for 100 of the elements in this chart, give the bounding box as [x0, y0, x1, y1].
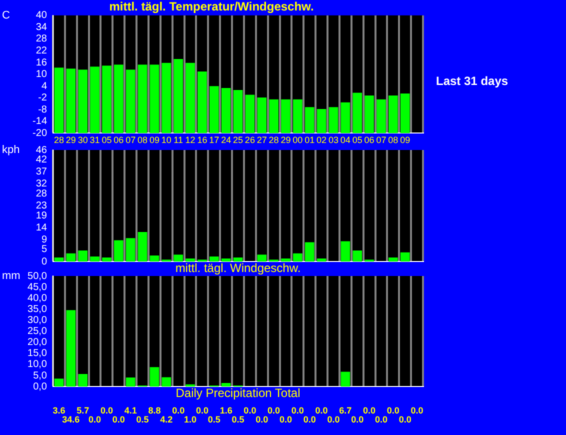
- x-tick-label: 25: [232, 135, 244, 146]
- y-tick-label: 28: [36, 34, 48, 45]
- data-label: 0.0: [351, 414, 364, 425]
- y-tick-label: 45,0: [28, 282, 48, 293]
- bar: [54, 378, 64, 387]
- bar: [66, 68, 76, 134]
- x-tick-label: 06: [114, 135, 124, 146]
- y-tick-label: 15,0: [28, 348, 48, 360]
- data-label: 5.7: [76, 406, 90, 416]
- bar: [221, 258, 231, 262]
- text: Last 31 days: [436, 74, 508, 88]
- bar: [150, 256, 160, 262]
- bar: [174, 254, 183, 262]
- x-tick-label: 10: [161, 135, 172, 146]
- bar: [126, 70, 136, 134]
- bar: [198, 72, 207, 134]
- bar: [78, 374, 88, 387]
- data-label: 0.0: [398, 414, 412, 425]
- bar: [400, 94, 410, 134]
- data-label: 0.0: [244, 406, 256, 416]
- bar: [54, 68, 64, 134]
- y-tick-label: 35,0: [28, 304, 48, 315]
- bar: [340, 241, 350, 262]
- y-tick-label: 37: [36, 166, 48, 178]
- x-axis-title: mittl. tägl. Windgeschw.: [175, 261, 301, 276]
- x-tick-label: 17: [209, 135, 220, 146]
- bar: [269, 99, 278, 134]
- y-tick-label: 16: [36, 57, 48, 68]
- y-tick-label: 4: [41, 80, 48, 92]
- data-label: 0.0: [327, 414, 340, 425]
- data-label: 0.0: [172, 406, 185, 416]
- data-label: 34.6: [62, 414, 80, 425]
- bar: [150, 367, 160, 387]
- bar: [102, 66, 112, 134]
- data-label: 0.0: [291, 406, 304, 416]
- x-tick-label: 08: [138, 135, 148, 146]
- bar: [138, 64, 148, 134]
- x-axis-title: Daily Precipitation Total: [176, 386, 300, 400]
- y-tick-label: 10: [36, 69, 48, 80]
- bar: [54, 257, 64, 262]
- bar: [162, 62, 172, 134]
- bar: [316, 258, 326, 262]
- x-tick-label: 12: [185, 135, 196, 146]
- data-label: 0.0: [374, 414, 388, 425]
- bar: [221, 88, 231, 134]
- y-tick-label: 46: [36, 144, 48, 156]
- bar: [388, 96, 398, 134]
- chart-title: mittl. tägl. Temperatur/Windgeschw.: [109, 0, 314, 14]
- bar: [293, 253, 302, 262]
- bar: [340, 372, 350, 387]
- bar: [186, 258, 195, 262]
- data-label: 0.0: [386, 406, 400, 416]
- y-tick-label: 5: [41, 244, 48, 256]
- y-tick-label: -20: [32, 128, 48, 139]
- bar: [352, 250, 362, 262]
- x-tick-label: 28: [54, 135, 64, 146]
- y-tick-label: 0: [41, 256, 48, 268]
- y-axis-title: kph: [2, 144, 20, 156]
- bar: [245, 94, 255, 134]
- x-tick-label: 24: [221, 135, 232, 146]
- bar: [364, 96, 374, 134]
- y-tick-label: 10,0: [28, 359, 48, 370]
- x-tick-label: 27: [256, 135, 267, 146]
- bar: [209, 256, 219, 262]
- y-tick-label: 19: [36, 210, 48, 222]
- data-label: 0.0: [410, 406, 424, 416]
- data-label: 0.0: [315, 406, 328, 416]
- data-label: 0.0: [196, 406, 208, 416]
- y-tick-label: 32: [36, 178, 48, 190]
- x-tick-label: 03: [328, 135, 338, 146]
- bar: [114, 240, 124, 262]
- bar: [138, 232, 148, 262]
- bar: [221, 383, 231, 387]
- data-label: 0.0: [363, 406, 376, 416]
- bar: [257, 97, 267, 134]
- bar: [388, 257, 398, 262]
- y-tick-label: 50,0: [28, 270, 48, 282]
- bar: [293, 99, 302, 134]
- x-tick-label: 09: [149, 135, 160, 146]
- y-tick-label: 14: [36, 222, 48, 234]
- bar: [102, 257, 112, 262]
- x-tick-label: 04: [340, 135, 350, 146]
- bar: [316, 109, 326, 134]
- x-tick-label: 07: [126, 135, 136, 146]
- bar: [233, 257, 243, 262]
- x-tick-label: 05: [102, 135, 112, 146]
- bar: [281, 258, 290, 262]
- bar: [126, 238, 136, 262]
- y-tick-label: 5,0: [33, 370, 48, 382]
- bar: [66, 253, 76, 262]
- y-tick-label: 40: [36, 10, 48, 22]
- bar: [281, 99, 290, 134]
- y-tick-label: 23: [36, 200, 48, 212]
- y-tick-label: -14: [32, 116, 48, 128]
- bar: [233, 90, 243, 134]
- bar: [352, 92, 362, 134]
- x-tick-label: 00: [292, 135, 303, 146]
- x-tick-label: 16: [197, 135, 208, 146]
- bar: [150, 64, 160, 134]
- x-tick-label: 01: [304, 135, 315, 146]
